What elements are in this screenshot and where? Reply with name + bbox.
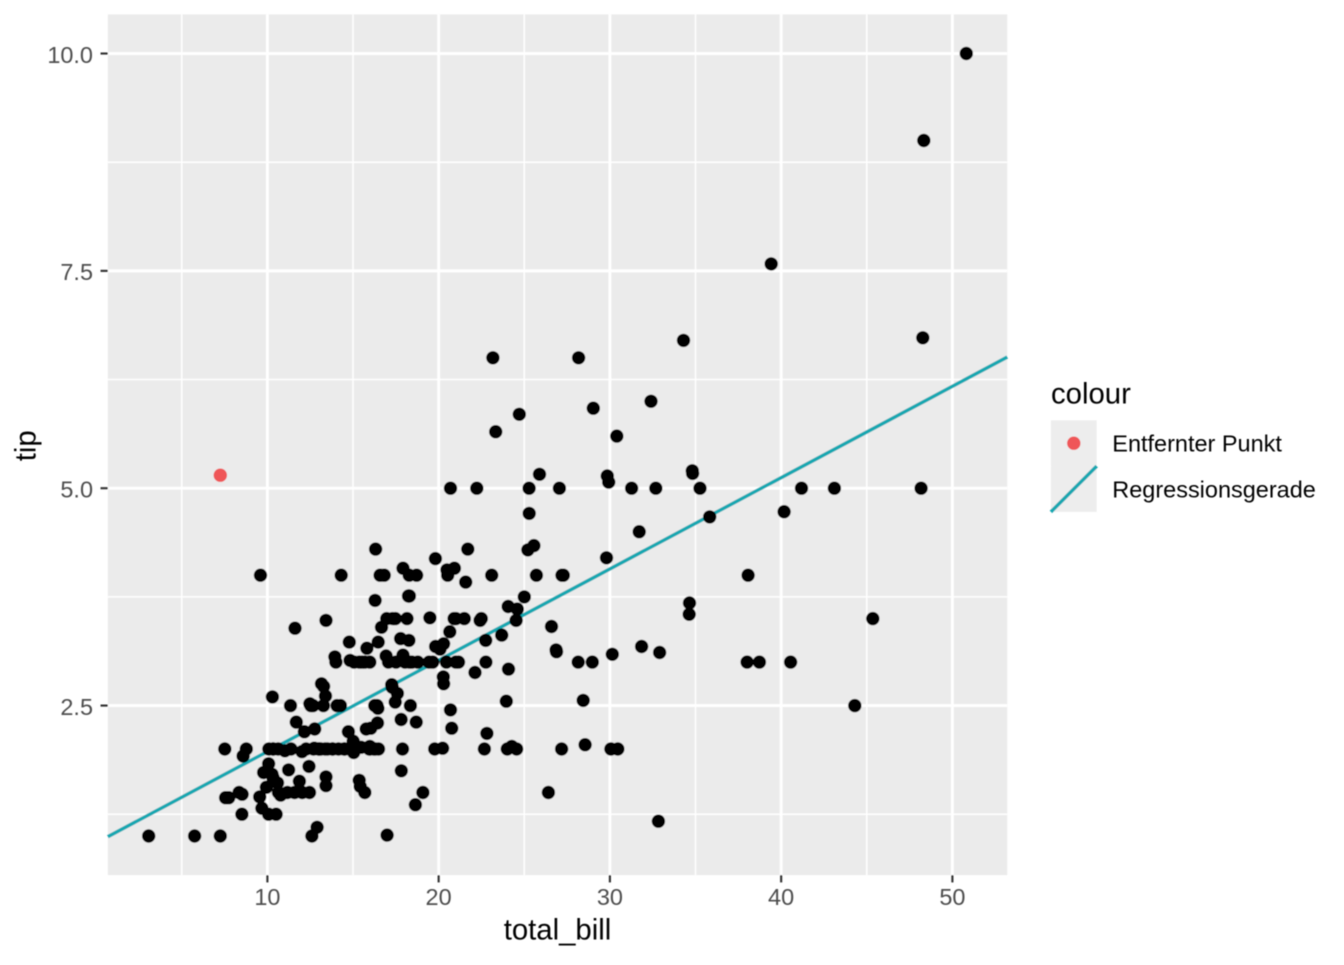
svg-text:50: 50 <box>939 884 965 910</box>
svg-text:5.0: 5.0 <box>60 477 93 503</box>
svg-text:Regressionsgerade: Regressionsgerade <box>1112 477 1316 503</box>
svg-text:10: 10 <box>254 884 280 910</box>
svg-text:40: 40 <box>768 884 794 910</box>
svg-text:10.0: 10.0 <box>47 42 93 68</box>
svg-text:Entfernter Punkt: Entfernter Punkt <box>1112 430 1282 456</box>
svg-text:colour: colour <box>1051 377 1131 410</box>
svg-text:7.5: 7.5 <box>60 259 93 285</box>
svg-text:30: 30 <box>597 884 623 910</box>
svg-text:20: 20 <box>426 884 452 910</box>
svg-text:2.5: 2.5 <box>60 694 93 720</box>
svg-text:total_bill: total_bill <box>504 913 612 946</box>
svg-text:tip: tip <box>10 430 43 461</box>
